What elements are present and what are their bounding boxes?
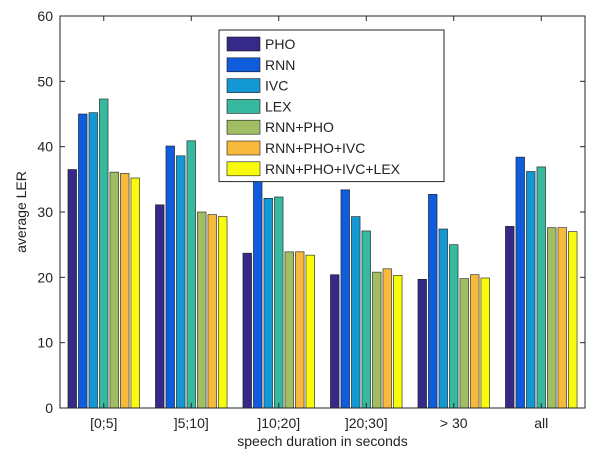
legend: PHO RNN IVC LEX RNN+PHO RNN+PHO+IVC RNN+PHO+IV… xyxy=(218,29,445,183)
bar-pho-4 xyxy=(417,278,427,409)
bar-lex-2 xyxy=(274,196,284,409)
legend-label: LEX xyxy=(265,98,292,114)
bar-lex-1 xyxy=(186,140,196,409)
bar-ivc-0 xyxy=(88,112,98,409)
bar-rnn-pho-ivc-2 xyxy=(295,251,305,409)
bar-rnn-4 xyxy=(428,194,438,409)
legend-swatch xyxy=(226,36,261,52)
x-tick-label: ]20;30] xyxy=(345,415,388,431)
y-tick-label: 50 xyxy=(37,73,53,89)
x-tick-label: [0;5] xyxy=(90,415,117,431)
y-tick-label: 60 xyxy=(37,8,53,24)
bar-rnn-pho-2 xyxy=(284,251,294,409)
y-tick-label: 40 xyxy=(37,139,53,155)
bar-rnn-pho-5 xyxy=(547,227,557,409)
bar-rnn-pho-ivc-lex-4 xyxy=(480,277,490,409)
y-tick-label: 20 xyxy=(37,269,53,285)
bar-ivc-3 xyxy=(351,216,361,409)
bar-pho-2 xyxy=(242,252,252,409)
legend-label: RNN+PHO+IVC xyxy=(265,140,365,156)
bar-rnn-pho-ivc-lex-5 xyxy=(568,231,578,409)
bar-rnn-pho-ivc-4 xyxy=(470,274,480,409)
bar-rnn-pho-0 xyxy=(109,171,119,409)
y-tick-label: 10 xyxy=(37,335,53,351)
x-axis: [0;5] ]5;10] ]10;20] ]20;30] > 30 all xyxy=(90,16,548,431)
bar-pho-1 xyxy=(155,204,165,409)
bar-rnn-2 xyxy=(253,177,263,409)
bar-lex-0 xyxy=(99,98,109,409)
bar-ivc-1 xyxy=(176,155,186,409)
legend-label: IVC xyxy=(265,78,288,94)
bar-rnn-pho-ivc-lex-1 xyxy=(218,216,228,409)
bar-rnn-pho-ivc-lex-2 xyxy=(305,254,315,409)
y-axis-label: average LER xyxy=(13,171,29,253)
legend-swatch xyxy=(226,78,261,93)
y-tick-label: 30 xyxy=(37,204,53,220)
bar-rnn-5 xyxy=(515,156,525,409)
bar-lex-4 xyxy=(449,244,459,409)
bar-rnn-pho-1 xyxy=(197,211,207,409)
bar-lex-5 xyxy=(536,166,546,409)
legend-label: RNN xyxy=(265,57,295,73)
bar-lex-3 xyxy=(361,230,371,409)
y-tick-label: 0 xyxy=(45,400,53,416)
legend-label: RNN+PHO+IVC+LEX xyxy=(265,161,401,177)
bar-rnn-pho-ivc-lex-3 xyxy=(393,275,403,409)
bar-ivc-2 xyxy=(263,197,273,409)
x-axis-label: speech duration in seconds xyxy=(237,433,407,449)
bar-rnn-pho-4 xyxy=(459,278,469,409)
legend-swatch xyxy=(226,57,261,73)
bar-rnn-pho-3 xyxy=(372,271,382,409)
legend-swatch xyxy=(226,119,261,135)
legend-swatch xyxy=(226,140,261,156)
bar-pho-3 xyxy=(330,274,340,409)
bar-ivc-4 xyxy=(438,228,448,409)
bar-ivc-5 xyxy=(526,171,536,409)
bar-rnn-0 xyxy=(78,113,88,409)
x-tick-label: > 30 xyxy=(440,415,468,431)
bar-rnn-pho-ivc-lex-0 xyxy=(130,177,140,409)
bars-group xyxy=(67,98,578,409)
bar-rnn-pho-ivc-5 xyxy=(557,227,567,409)
x-tick-label: ]5;10] xyxy=(174,415,209,431)
x-tick-label: ]10;20] xyxy=(257,415,300,431)
legend-swatch xyxy=(226,99,261,114)
legend-swatch xyxy=(226,161,261,177)
y-axis: 0 10 20 30 40 50 60 xyxy=(37,8,585,416)
bar-rnn-pho-ivc-0 xyxy=(120,173,130,409)
legend-label: PHO xyxy=(265,36,295,52)
bar-rnn-1 xyxy=(165,145,175,409)
bar-rnn-pho-ivc-3 xyxy=(382,268,392,409)
bar-pho-5 xyxy=(505,226,515,409)
bar-rnn-3 xyxy=(340,189,350,409)
bar-rnn-pho-ivc-1 xyxy=(207,214,217,409)
bar-pho-0 xyxy=(67,169,77,409)
x-tick-label: all xyxy=(534,415,548,431)
legend-label: RNN+PHO xyxy=(265,119,334,135)
